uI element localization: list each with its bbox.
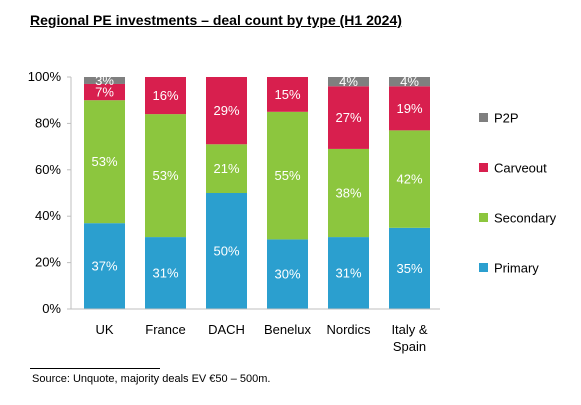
source-divider [30,368,160,369]
data-label: 7% [95,85,114,100]
bars: 37% 53% 7%3% 31% 53% 16% 50% 21% 29% 30% 55% 15% 31%… [84,73,430,309]
data-label: 31% [335,266,361,281]
y-tick-label: 60% [35,162,61,177]
bar-segment-carveout [84,83,125,101]
bar-segment-secondary [145,114,186,238]
bar-segment-secondary [267,111,308,240]
chart-title: Regional PE investments – deal count by … [30,12,402,28]
x-axis: UK France DACH Benelux Nordics Italy & Spain [71,308,440,354]
x-tick-label: Benelux [264,322,311,337]
data-label: 27% [335,110,361,125]
x-tick-label: Spain [393,339,426,354]
bar-segment-carveout [206,77,247,145]
data-label: 38% [335,186,361,201]
data-label: 4% [339,74,358,89]
x-tick-label: DACH [208,322,245,337]
data-label: 4% [400,74,419,89]
bar-segment-secondary [328,148,369,238]
data-label: 15% [274,87,300,102]
legend-swatch-primary [479,263,488,272]
data-label: 16% [152,88,178,103]
x-tick-label: France [145,322,185,337]
bar-segment-primary [84,223,125,309]
bar-segment-p2p [328,77,369,87]
data-label: 55% [274,168,300,183]
data-label: 3% [95,73,114,88]
bar-segment-p2p [84,77,125,84]
bar-segment-carveout [328,86,369,149]
legend-swatch-carveout [479,163,488,172]
bar-segment-primary [267,239,308,309]
y-tick-label: 40% [35,208,61,223]
bar-segment-primary [328,237,369,309]
legend-label-carveout: Carveout [494,161,547,176]
bar-segment-carveout [145,77,186,115]
legend-swatch-p2p [479,113,488,122]
data-label: 37% [91,259,117,274]
y-tick-label: 0% [42,301,61,316]
source-note: Source: Unquote, majority deals EV €50 –… [32,373,271,385]
data-label: 53% [91,154,117,169]
bar-segment-carveout [389,86,430,131]
x-tick-label: Nordics [326,322,371,337]
data-label: 21% [213,161,239,176]
data-label: 50% [213,244,239,259]
y-axis: 0% 20% 40% 60% 80% 100% [28,69,72,316]
legend-label-secondary: Secondary [494,211,557,226]
data-label: 53% [152,168,178,183]
y-tick-label: 100% [28,69,62,84]
bar-segment-carveout [267,77,308,112]
bar-segment-secondary [389,130,430,228]
data-label: 30% [274,267,300,282]
data-label: 35% [396,261,422,276]
bar-segment-p2p [389,77,430,87]
x-tick-label: UK [95,322,113,337]
data-label: 19% [396,101,422,116]
bar-segment-secondary [84,100,125,224]
data-label: 31% [152,266,178,281]
bar-segment-primary [206,193,247,309]
legend-label-p2p: P2P [494,111,519,126]
y-tick-label: 20% [35,255,61,270]
data-label: 42% [396,172,422,187]
bar-segment-primary [145,237,186,309]
bar-segment-primary [389,227,430,309]
bar-segment-secondary [206,144,247,193]
legend-label-primary: Primary [494,261,539,276]
x-tick-label: Italy & [391,322,427,337]
y-tick-label: 80% [35,115,61,130]
data-label: 29% [213,103,239,118]
legend-swatch-secondary [479,213,488,222]
legend: P2P Carveout Secondary Primary [479,111,557,276]
